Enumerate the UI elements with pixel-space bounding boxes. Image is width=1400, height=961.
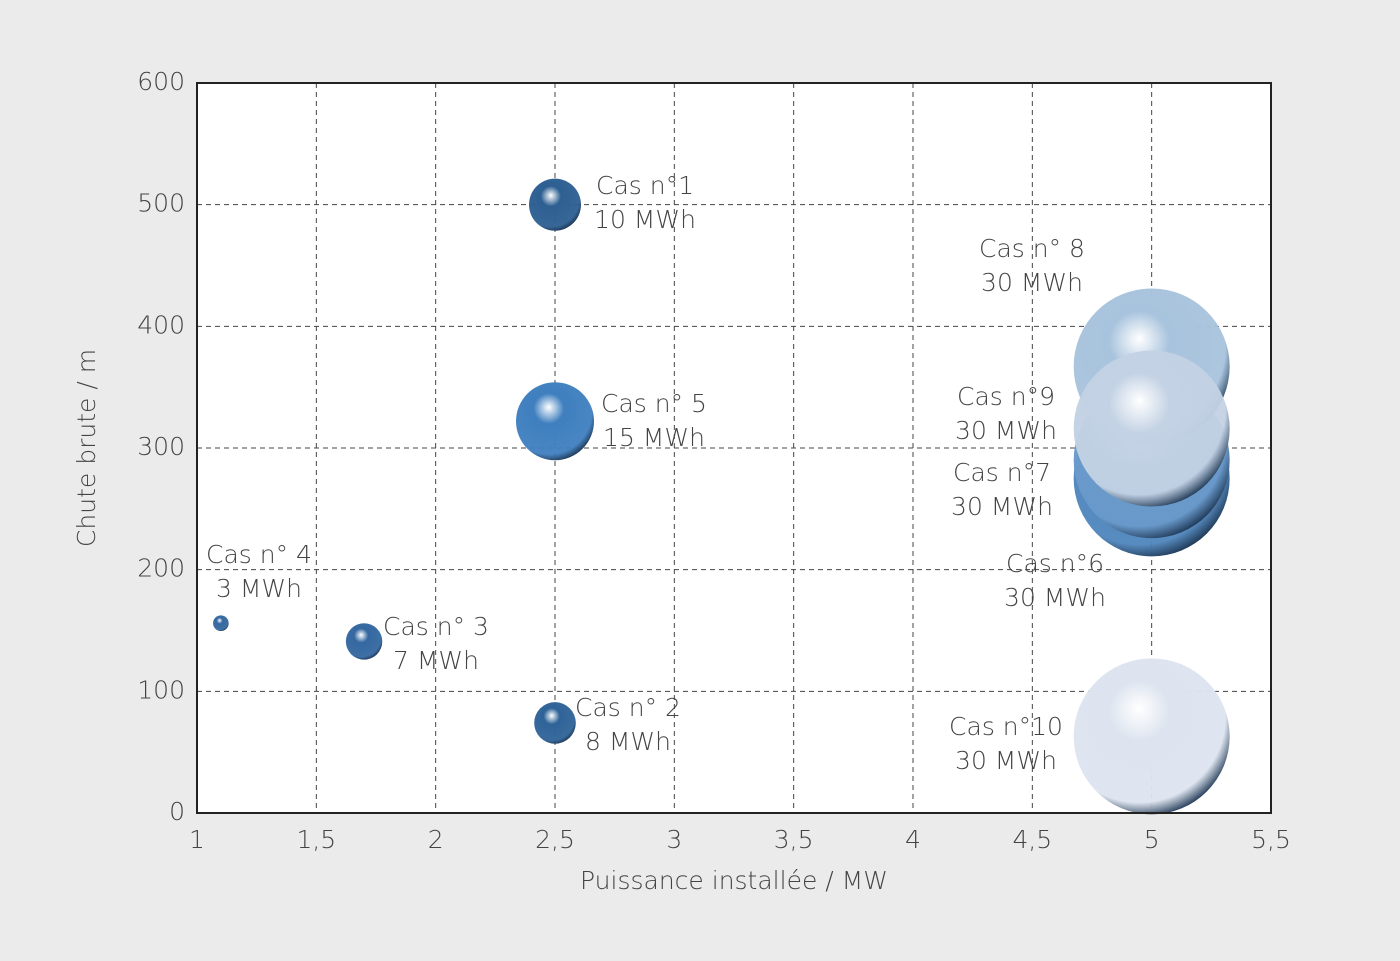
bubble-name: Cas n° 8 [979,234,1085,263]
x-tick-label: 3 [666,825,682,854]
bubble-size-label: 8 MWh [585,727,671,756]
y-tick-label: 500 [137,189,185,218]
bubble-name: Cas n°1 [596,171,694,200]
bubble-name: Cas n°6 [1006,549,1104,578]
y-tick-label: 100 [137,675,185,704]
bubble-size-label: 3 MWh [216,574,302,603]
x-tick-label: 3,5 [774,825,814,854]
bubble-name: Cas n° 5 [601,389,707,418]
bubble [534,702,576,744]
bubble [1073,350,1230,507]
x-tick-label: 1 [189,825,205,854]
x-tick-label: 4 [905,825,921,854]
bubble-name: Cas n° 2 [575,693,681,722]
x-tick-label: 2 [428,825,444,854]
bubble-size-label: 10 MWh [594,205,696,234]
x-tick-label: 4,5 [1012,825,1052,854]
y-tick-label: 300 [137,432,185,461]
bubble-name: Cas n°9 [957,382,1055,411]
bubble-size-label: 15 MWh [603,423,705,452]
x-tick-label: 5,5 [1251,825,1291,854]
bubble-size-label: 30 MWh [981,268,1083,297]
bubble-name: Cas n° 4 [206,540,312,569]
bubble [213,615,229,631]
plot-frame [196,82,1272,814]
bubble [529,178,581,231]
x-tick-label: 1,5 [296,825,336,854]
bubble [1073,658,1230,815]
x-axis-label: Puissance installée / MW [580,866,888,895]
y-tick-label: 200 [137,554,185,583]
bubble-name: Cas n°7 [953,458,1051,487]
bubble-size-label: 30 MWh [955,416,1057,445]
bubble [516,382,594,461]
y-tick-label: 0 [169,797,185,826]
bubble-name: Cas n°10 [949,712,1063,741]
bubble-size-label: 30 MWh [1004,583,1106,612]
bubble-name: Cas n° 3 [383,612,489,641]
y-axis-label: Chute brute / m [72,349,101,547]
bubble-size-label: 30 MWh [955,746,1057,775]
bubble-size-label: 7 MWh [393,646,479,675]
x-tick-label: 2,5 [535,825,575,854]
bubble [345,623,383,660]
x-tick-label: 5 [1144,825,1160,854]
y-tick-label: 600 [137,67,185,96]
y-tick-label: 400 [137,310,185,339]
bubble-size-label: 30 MWh [951,492,1053,521]
